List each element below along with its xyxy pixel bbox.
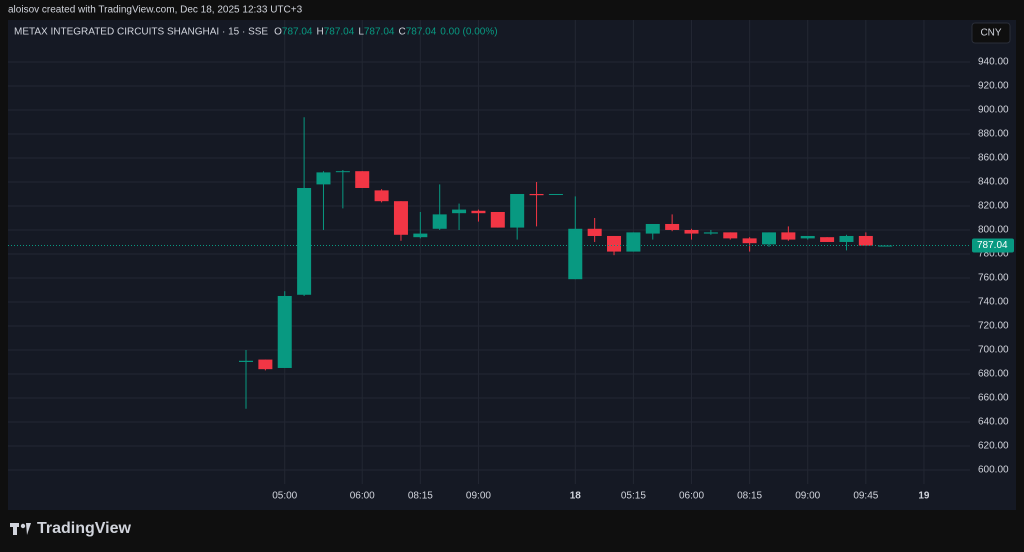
y-tick-label: 840.00 xyxy=(978,177,1009,188)
candle-body xyxy=(277,295,292,368)
candle-body xyxy=(413,233,428,238)
last-price-box xyxy=(972,238,1014,253)
candle-body xyxy=(607,235,622,252)
logo: TradingView xyxy=(10,520,132,537)
candle-body xyxy=(703,232,718,234)
candle-body xyxy=(761,232,776,245)
currency-button[interactable] xyxy=(971,22,1011,44)
y-tick-label: 900.00 xyxy=(978,105,1009,116)
candle-body xyxy=(297,187,312,295)
candle-body xyxy=(645,223,660,234)
x-tick-label: 09:00 xyxy=(466,491,491,502)
candle-body xyxy=(471,210,486,214)
legend-value: 787.04 xyxy=(282,27,313,38)
candle-body xyxy=(665,223,680,230)
candle-body xyxy=(858,235,873,246)
x-tick-label: 09:00 xyxy=(795,491,820,502)
y-tick-label: 940.00 xyxy=(978,57,1009,68)
x-tick-label: 05:00 xyxy=(272,491,297,502)
candle-body xyxy=(626,232,641,252)
y-tick-label: 760.00 xyxy=(978,273,1009,284)
candle-body xyxy=(820,237,835,242)
candle-body xyxy=(335,171,350,173)
candle-body xyxy=(723,232,738,239)
candle-body xyxy=(374,190,389,202)
logo-mark xyxy=(26,523,31,535)
y-tick-label: 800.00 xyxy=(978,225,1009,236)
candle-body xyxy=(355,171,370,188)
logo-mark xyxy=(20,523,26,529)
x-tick-label: 05:15 xyxy=(621,491,646,502)
x-tick-label: 18 xyxy=(570,491,582,502)
candle-body xyxy=(393,201,408,235)
chart-title: METAX INTEGRATED CIRCUITS SHANGHAI · 15 … xyxy=(14,27,268,38)
y-tick-label: 680.00 xyxy=(978,369,1009,380)
logo-mark xyxy=(13,523,17,535)
y-tick-label: 780.00 xyxy=(978,249,1009,260)
candle-body xyxy=(781,232,796,240)
candle-body xyxy=(742,238,757,244)
candle-body xyxy=(316,172,331,185)
candle-body xyxy=(258,359,273,370)
header-text: aloisov created with TradingView.com, De… xyxy=(8,5,303,16)
candle-body xyxy=(490,211,505,228)
logo-text: TradingView xyxy=(37,520,132,537)
y-tick-label: 860.00 xyxy=(978,153,1009,164)
x-tick-label: 19 xyxy=(918,491,930,502)
y-tick-label: 720.00 xyxy=(978,321,1009,332)
candle-body xyxy=(529,193,544,196)
currency-label: CNY xyxy=(980,28,1001,39)
candle-body xyxy=(239,360,253,362)
y-tick-label: 740.00 xyxy=(978,297,1009,308)
candle-body xyxy=(878,245,893,247)
legend-label: H xyxy=(316,27,323,38)
legend-label: O xyxy=(274,27,282,38)
x-tick-label: 08:15 xyxy=(737,491,762,502)
x-tick-label: 06:00 xyxy=(679,491,704,502)
candle-body xyxy=(684,229,699,234)
chart-panel xyxy=(8,20,1016,510)
candle-body xyxy=(510,193,525,228)
candle-body xyxy=(548,193,563,195)
candle-body xyxy=(452,209,467,214)
legend-change: 0.00 (0.00%) xyxy=(440,27,497,38)
legend-value: 787.04 xyxy=(324,27,355,38)
y-tick-label: 920.00 xyxy=(978,81,1009,92)
legend-label: L xyxy=(358,27,364,38)
y-tick-label: 600.00 xyxy=(978,465,1009,476)
y-tick-label: 880.00 xyxy=(978,129,1009,140)
legend-label: C xyxy=(398,27,405,38)
y-tick-label: 660.00 xyxy=(978,393,1009,404)
y-tick-label: 640.00 xyxy=(978,417,1009,428)
candle-body xyxy=(568,228,583,280)
candle-body xyxy=(800,235,815,239)
x-tick-label: 06:00 xyxy=(350,491,375,502)
candle-body xyxy=(587,228,602,236)
candle-body xyxy=(432,214,447,229)
y-tick-label: 820.00 xyxy=(978,201,1009,212)
legend-value: 787.04 xyxy=(364,27,395,38)
plot: 600.00 620.00 640.00 660.00 680.00 700.00 720.… xyxy=(8,20,1014,502)
x-tick-label: 09:45 xyxy=(853,491,878,502)
y-tick-label: 700.00 xyxy=(978,345,1009,356)
x-tick-label: 08:15 xyxy=(408,491,433,502)
candle-body xyxy=(839,235,854,242)
legend-value: 787.04 xyxy=(406,27,437,38)
y-tick-label: 620.00 xyxy=(978,441,1009,452)
last-price-label: 787.04 xyxy=(977,240,1008,251)
